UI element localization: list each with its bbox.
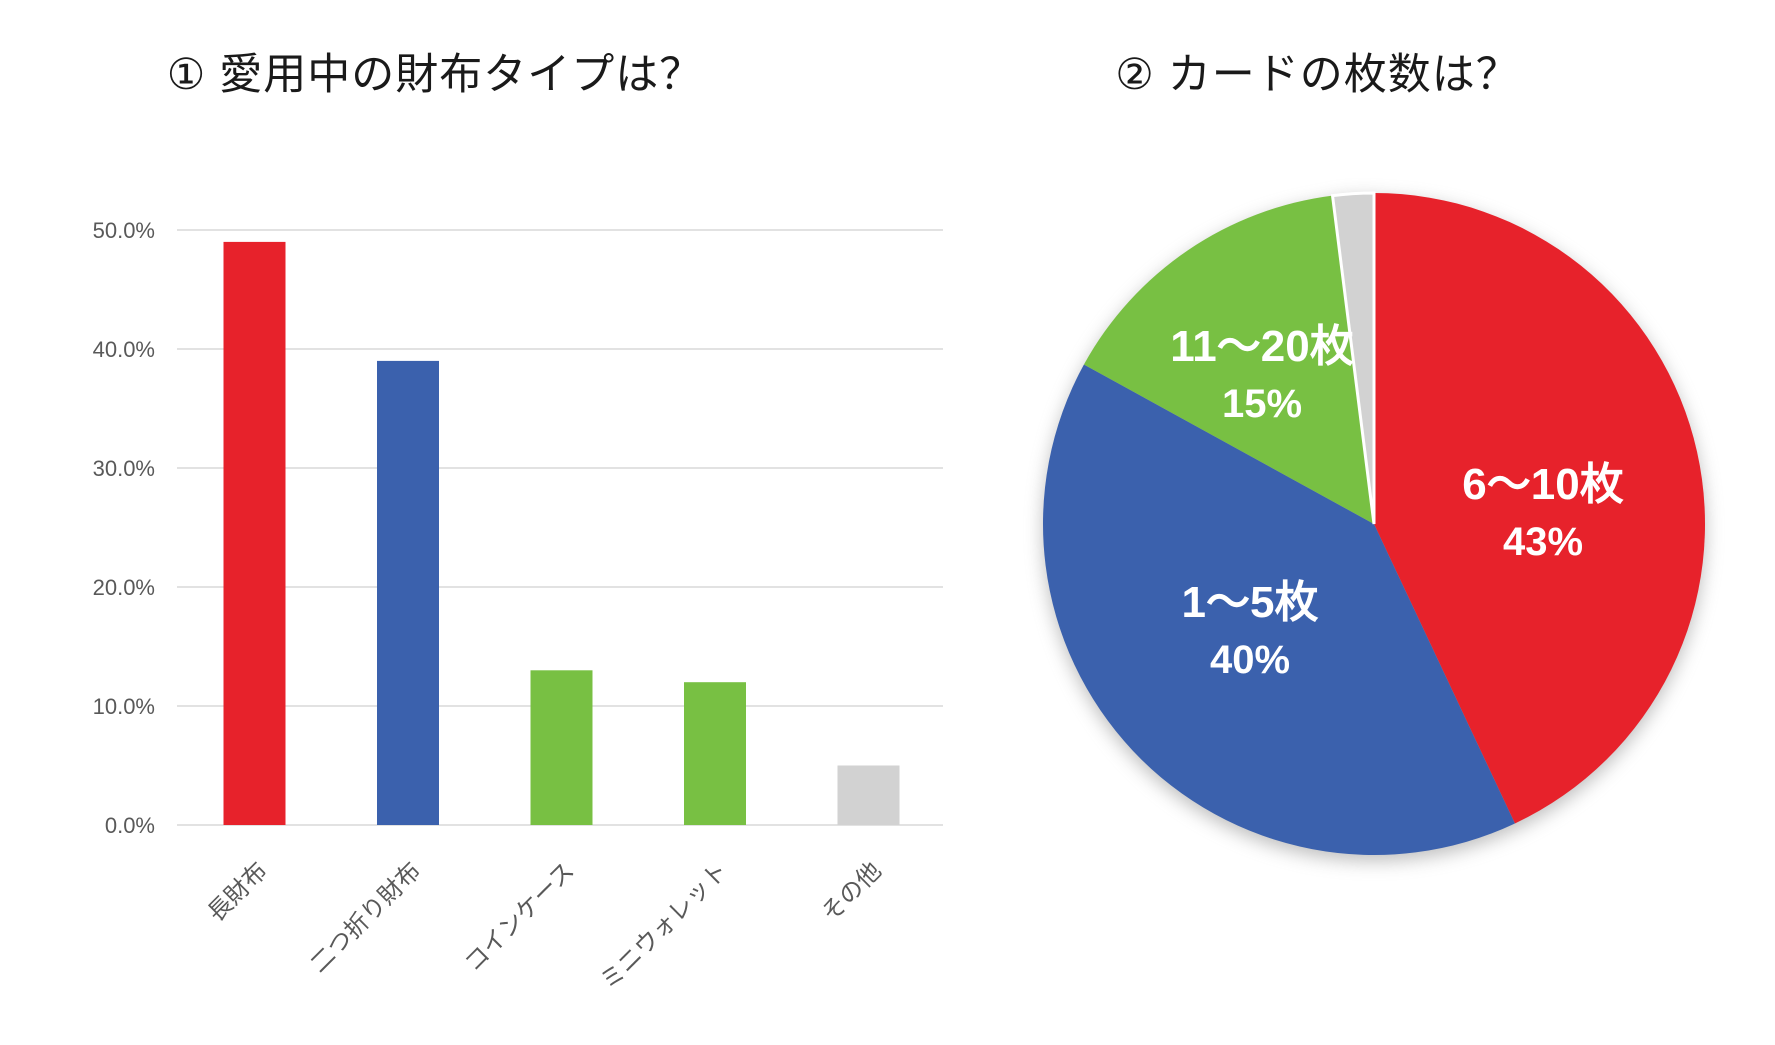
pie-chart: 6～10枚 43% 1～5枚 40% 11～20枚 15%	[1042, 191, 1706, 856]
pie-slice-1	[1042, 364, 1515, 856]
pie-group	[1042, 191, 1706, 856]
y-axis-tick-label: 20.0%	[93, 575, 155, 600]
pie-slice-label-0: 6～10枚	[1462, 460, 1623, 509]
bar-4	[837, 765, 900, 825]
x-axis-category-label: 長財布	[203, 857, 273, 927]
x-axis-category-label: ミニウォレット	[595, 857, 733, 995]
pie-slice-0	[1374, 193, 1706, 824]
y-axis-tick-label: 40.0%	[93, 337, 155, 362]
bar-3	[684, 682, 746, 825]
y-axis-tick-label: 10.0%	[93, 694, 155, 719]
pie-slice-2	[1083, 195, 1374, 525]
bar-chart: 0.0% 10.0% 20.0% 30.0% 40.0% 50.0% 長財布 二つ折り財布 コイ…	[93, 218, 943, 995]
pie-slice-label-2: 11～20枚	[1170, 322, 1353, 371]
pie-slice-3	[1330, 191, 1376, 525]
y-axis-tick-label: 30.0%	[93, 456, 155, 481]
y-axis-tick-label: 50.0%	[93, 218, 155, 243]
pie-slice-percent-0: 43%	[1503, 520, 1583, 564]
bar-1	[377, 360, 439, 825]
x-axis-category-label: その他	[817, 857, 887, 927]
bar-chart-title: ① 愛用中の財布タイプは？	[166, 51, 704, 99]
pie-chart-title: ② カードの枚数は？	[1115, 51, 1520, 99]
pie-slice-percent-2: 15%	[1222, 382, 1302, 426]
bar-0	[223, 241, 286, 825]
y-axis-tick-label: 0.0%	[105, 813, 155, 838]
pie-slice-percent-1: 40%	[1210, 638, 1290, 682]
bar-2	[530, 670, 593, 825]
pie-slice-label-1: 1～5枚	[1182, 578, 1319, 627]
x-axis-category-label: コインケース	[460, 857, 580, 977]
x-axis-category-label: 二つ折り財布	[305, 857, 426, 978]
